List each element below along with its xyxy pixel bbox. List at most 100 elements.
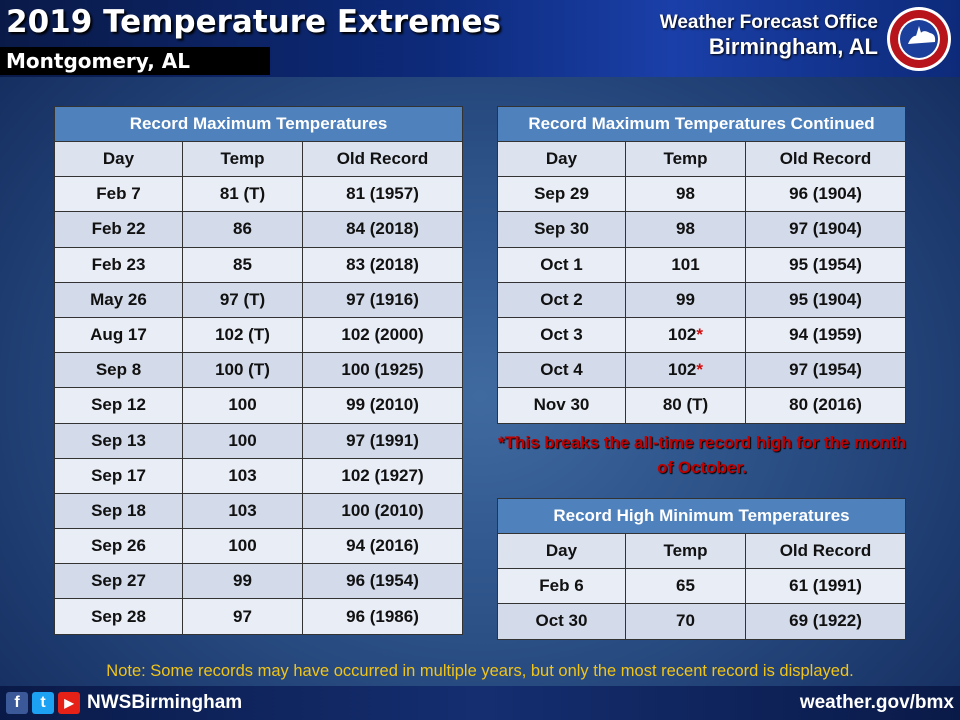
cell-old-record: 97 (1916): [302, 281, 463, 318]
cell-day: Sep 17: [54, 457, 183, 494]
col-old-header: Old Record: [302, 140, 463, 178]
record-high-min-caption: Record High Minimum Temperatures: [497, 498, 906, 534]
temp-value: 102: [668, 360, 697, 380]
cell-day: May 26: [54, 281, 183, 318]
table-row: Sep 28 97 96 (1986): [54, 598, 463, 635]
cell-old-record: 102 (1927): [302, 457, 463, 494]
record-star: *: [696, 360, 703, 380]
cell-temp: 101: [625, 246, 746, 283]
cell-old-record: 84 (2018): [302, 211, 463, 248]
cell-old-record: 102 (2000): [302, 316, 463, 354]
table-row: Sep 8 100 (T) 100 (1925): [54, 352, 463, 389]
cell-temp: 102*: [625, 352, 746, 389]
cell-temp: 102*: [625, 316, 746, 354]
cell-old-record: 94 (2016): [302, 528, 463, 565]
cell-temp: 97 (T): [182, 281, 303, 318]
table-header-row: Day Temp Old Record: [54, 140, 463, 178]
cell-day: Feb 22: [54, 211, 183, 248]
cell-old-record: 97 (1904): [745, 211, 906, 248]
office-line1: Weather Forecast Office: [659, 12, 878, 33]
alltime-record-note: *This breaks the all-time record high fo…: [497, 433, 907, 477]
cell-temp: 98: [625, 176, 746, 213]
record-star: *: [696, 325, 703, 345]
table-row: Nov 30 80 (T) 80 (2016): [497, 387, 906, 424]
website-url[interactable]: weather.gov/bmx: [799, 692, 954, 713]
cell-temp: 100: [182, 528, 303, 565]
cell-temp: 70: [625, 603, 746, 640]
cell-old-record: 61 (1991): [745, 568, 906, 605]
table-row: Oct 1 101 95 (1954): [497, 246, 906, 283]
cell-temp: 97: [182, 598, 303, 635]
cell-day: Sep 26: [54, 528, 183, 565]
cell-day: Sep 27: [54, 563, 183, 600]
col-old-header: Old Record: [745, 140, 906, 178]
table-header-row: Day Temp Old Record: [497, 140, 906, 178]
temp-value: 102: [668, 325, 697, 345]
cell-day: Oct 1: [497, 246, 626, 283]
cell-day: Sep 8: [54, 352, 183, 389]
table-row: Oct 2 99 95 (1904): [497, 281, 906, 318]
cell-temp: 98: [625, 211, 746, 248]
footer-bar: [0, 686, 960, 720]
table-row: Feb 23 85 83 (2018): [54, 246, 463, 283]
temp-value: 80 (T): [662, 395, 709, 415]
cell-day: Feb 7: [54, 176, 183, 213]
cell-temp: 86: [182, 211, 303, 248]
cell-old-record: 95 (1954): [745, 246, 906, 283]
office-name: Weather Forecast Office Birmingham, AL: [660, 12, 878, 60]
temp-value: 101: [671, 254, 700, 274]
table-row: Sep 17 103 102 (1927): [54, 457, 463, 494]
cell-old-record: 97 (1954): [745, 352, 906, 389]
social-icons: f t ▶: [6, 692, 80, 714]
office-line2: Birmingham, AL: [708, 34, 878, 59]
cell-old-record: 96 (1954): [302, 563, 463, 600]
social-handle[interactable]: NWSBirmingham: [87, 692, 243, 713]
cell-old-record: 94 (1959): [745, 316, 906, 354]
cell-temp: 80 (T): [625, 387, 746, 424]
table-row: Sep 30 98 97 (1904): [497, 211, 906, 248]
cell-day: Sep 28: [54, 598, 183, 635]
table-row: Aug 17 102 (T) 102 (2000): [54, 316, 463, 354]
record-high-min-table: Record High Minimum Temperatures Day Tem…: [497, 498, 906, 640]
cell-temp: 81 (T): [182, 176, 303, 213]
cell-day: Sep 12: [54, 387, 183, 424]
cell-temp: 99: [625, 281, 746, 318]
subtitle-bar: [0, 47, 270, 75]
cell-day: Sep 30: [497, 211, 626, 248]
cell-day: Sep 29: [497, 176, 626, 213]
table-row: Sep 27 99 96 (1954): [54, 563, 463, 600]
cell-old-record: 97 (1991): [302, 422, 463, 459]
cell-day: Sep 18: [54, 492, 183, 530]
footnote: Note: Some records may have occurred in …: [106, 662, 854, 680]
twitter-icon[interactable]: t: [32, 692, 54, 714]
table-row: Sep 12 100 99 (2010): [54, 387, 463, 424]
table-row: Feb 7 81 (T) 81 (1957): [54, 176, 463, 213]
cell-temp: 100: [182, 422, 303, 459]
cell-temp: 102 (T): [182, 316, 303, 354]
record-max-table: Record Maximum Temperatures Day Temp Old…: [54, 106, 463, 635]
table-row: Sep 26 100 94 (2016): [54, 528, 463, 565]
cell-day: Aug 17: [54, 316, 183, 354]
col-day-header: Day: [497, 140, 626, 178]
cell-old-record: 95 (1904): [745, 281, 906, 318]
youtube-icon[interactable]: ▶: [58, 692, 80, 714]
cell-temp: 65: [625, 568, 746, 605]
nws-logo-icon: [887, 7, 951, 71]
cell-temp: 85: [182, 246, 303, 283]
table-header-row: Day Temp Old Record: [497, 532, 906, 570]
col-temp-header: Temp: [625, 532, 746, 570]
cell-temp: 103: [182, 457, 303, 494]
table-row: Feb 22 86 84 (2018): [54, 211, 463, 248]
table-row: Oct 4 102* 97 (1954): [497, 352, 906, 389]
location-subtitle: Montgomery, AL: [6, 49, 191, 73]
cell-old-record: 96 (1986): [302, 598, 463, 635]
cell-temp: 103: [182, 492, 303, 530]
record-max-continued-caption: Record Maximum Temperatures Continued: [497, 106, 906, 142]
table-row: Sep 18 103 100 (2010): [54, 492, 463, 530]
col-day-header: Day: [497, 532, 626, 570]
facebook-icon[interactable]: f: [6, 692, 28, 714]
col-temp-header: Temp: [625, 140, 746, 178]
table-row: Oct 3 102* 94 (1959): [497, 316, 906, 354]
temp-value: 98: [676, 184, 695, 204]
table-row: Feb 6 65 61 (1991): [497, 568, 906, 605]
